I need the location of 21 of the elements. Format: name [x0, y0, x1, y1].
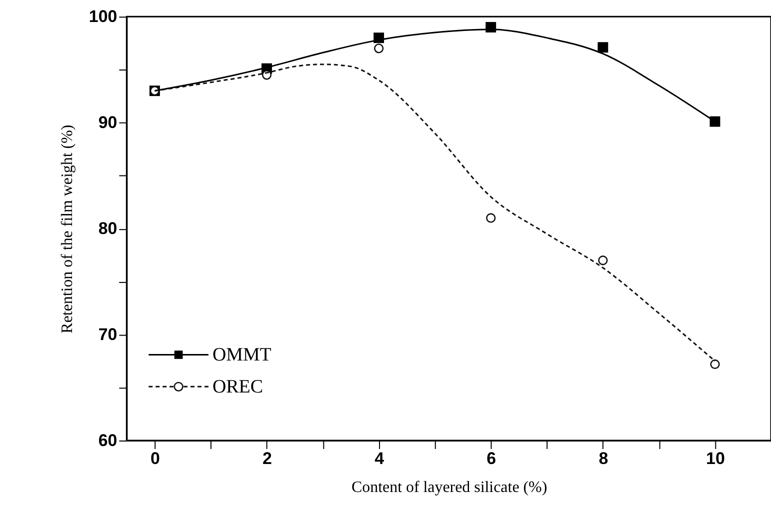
y-tick-label: 100	[88, 7, 118, 26]
y-axis-title: Retention of the film weight (%)	[58, 124, 76, 334]
legend-label: OREC	[212, 376, 263, 398]
point	[598, 256, 608, 266]
point	[374, 44, 384, 54]
x-tick-label: 4	[374, 448, 385, 468]
y-tick-label: 80	[98, 219, 118, 238]
y-tick-label: 60	[98, 431, 118, 450]
point	[598, 42, 608, 53]
y-tick-label: 70	[98, 325, 118, 344]
point	[710, 359, 720, 370]
x-tick-label: 2	[262, 448, 272, 468]
point	[710, 116, 720, 127]
x-tick-label: 6	[486, 448, 496, 468]
x-tick-label: 0	[150, 448, 160, 468]
y-tick-label: 90	[98, 113, 118, 132]
x-axis-title: Content of layered silicate (%)	[352, 478, 548, 496]
legend-label: OMMT	[212, 344, 272, 366]
x-tick-label: 10	[706, 448, 725, 468]
point	[486, 213, 496, 223]
x-tick-label: 8	[598, 448, 608, 468]
